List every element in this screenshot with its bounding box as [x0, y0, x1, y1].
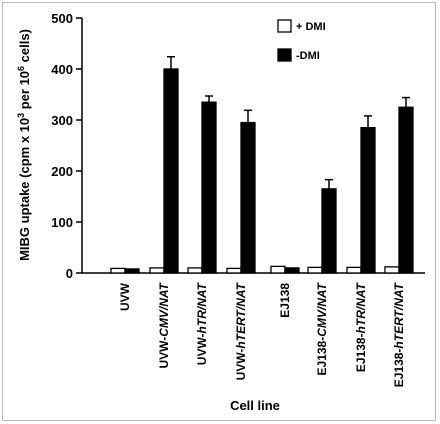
y-axis-title: MIBG uptake (cpm x 103 per 106 cells): [16, 29, 32, 261]
y-tick-label: 0: [66, 266, 73, 281]
bar: [201, 101, 217, 274]
legend: + DMI -DMI: [277, 19, 326, 62]
bar: [240, 121, 256, 274]
x-tick-label: UVW: [118, 282, 132, 311]
bar: [307, 266, 323, 274]
legend-label: -DMI: [296, 50, 320, 62]
bar: [270, 265, 286, 274]
bar: [384, 266, 400, 274]
bar: [284, 267, 300, 274]
bar: [360, 127, 376, 274]
y-tick-label: 400: [51, 62, 73, 77]
x-tick-label: EJ138-hTERT/NAT: [392, 281, 406, 387]
bar: [187, 267, 203, 274]
figure-frame: [2, 2, 436, 421]
x-tick-label: EJ138: [278, 283, 292, 318]
bar: [110, 267, 126, 274]
bar: [321, 188, 337, 274]
y-tick-label: 300: [51, 113, 73, 128]
x-tick-label: EJ138-CMV/NAT: [315, 281, 329, 375]
bar: [226, 267, 242, 274]
bar: [149, 267, 165, 274]
legend-swatch: [277, 19, 292, 33]
y-tick-label: 100: [51, 215, 73, 230]
x-tick-label: UVW-CMV/NAT: [157, 281, 171, 368]
x-tick-label: UVW-hTR/NAT: [195, 281, 209, 365]
x-tick-label: EJ138-hTR/NAT: [354, 281, 368, 372]
category-labels: UVW UVW-CMV/NAT UVW-hTR/NAT UVW-hTERT/NAT EJ…: [118, 281, 406, 387]
legend-swatch: [277, 48, 292, 62]
y-tick-label: 500: [51, 11, 73, 26]
bars: [110, 56, 414, 274]
bar: [163, 68, 179, 274]
bar: [346, 266, 362, 274]
x-axis-title: Cell line: [230, 398, 280, 413]
legend-label: + DMI: [296, 21, 326, 33]
bar: [398, 106, 414, 274]
x-tick-label: UVW-hTERT/NAT: [234, 281, 248, 380]
y-tick-label: 200: [51, 164, 73, 179]
bar: [124, 268, 140, 274]
